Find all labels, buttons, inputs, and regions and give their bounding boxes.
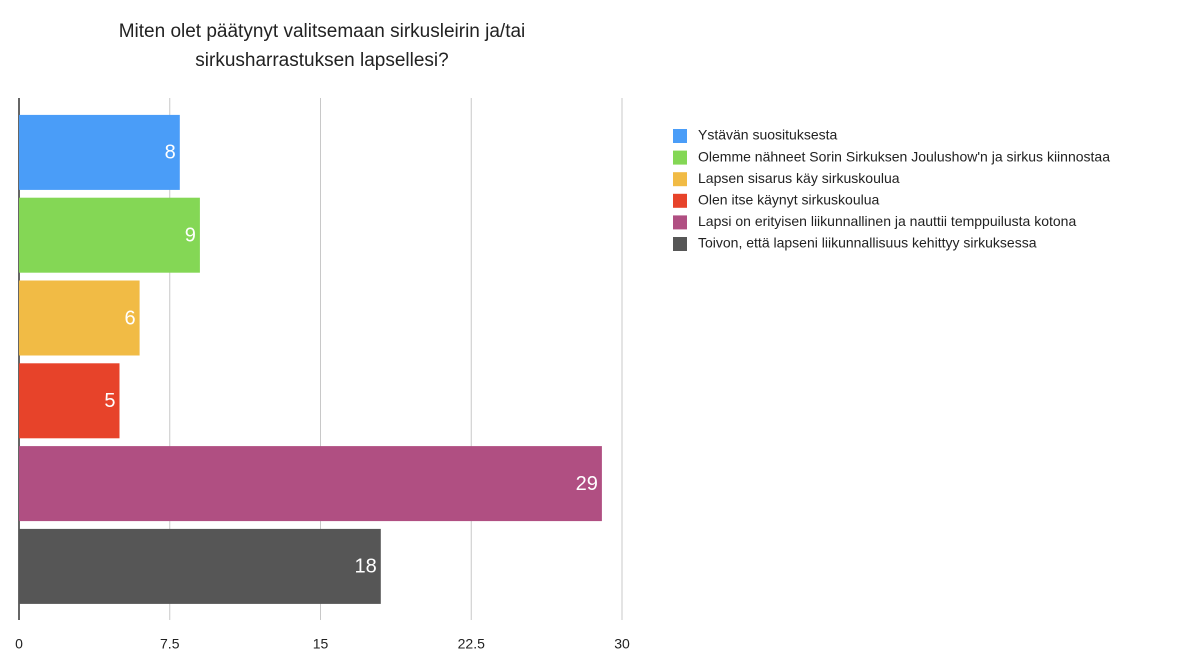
legend-label: Lapsi on erityisen liikunnallinen ja nau…	[698, 213, 1076, 229]
value-label: 5	[104, 390, 115, 412]
legend-swatch	[673, 215, 687, 230]
x-tick-label: 7.5	[160, 636, 180, 652]
bar	[19, 280, 140, 356]
legend-label: Toivon, että lapseni liikunnallisuus keh…	[698, 235, 1037, 251]
x-tick-label: 15	[313, 636, 329, 652]
x-tick-label: 30	[614, 636, 630, 652]
legend-swatch	[673, 150, 687, 165]
bar	[19, 363, 120, 439]
legend-swatch	[673, 237, 687, 251]
bar	[19, 197, 200, 273]
legend-label: Olen itse käynyt sirkuskoulua	[698, 192, 880, 208]
legend-swatch	[673, 193, 687, 208]
legend-label: Ystävän suosituksesta	[698, 127, 838, 143]
value-label: 9	[185, 224, 196, 246]
legend-label: Lapsen sisarus käy sirkuskoulua	[698, 170, 900, 186]
legend-swatch	[673, 172, 687, 187]
x-tick-label: 0	[15, 636, 23, 652]
value-label: 29	[576, 473, 598, 495]
bar	[19, 528, 381, 604]
chart-title: sirkusharrastuksen lapsellesi?	[195, 50, 448, 71]
x-tick-label: 22.5	[458, 636, 485, 652]
legend-swatch	[673, 129, 687, 143]
chart-title: Miten olet päätynyt valitsemaan sirkusle…	[119, 21, 526, 42]
legend-label: Olemme nähneet Sorin Sirkuksen Joulushow…	[698, 148, 1110, 164]
value-label: 18	[355, 556, 377, 578]
value-label: 8	[165, 142, 176, 164]
bar	[19, 446, 602, 522]
value-label: 6	[124, 307, 135, 329]
bar	[19, 114, 180, 190]
